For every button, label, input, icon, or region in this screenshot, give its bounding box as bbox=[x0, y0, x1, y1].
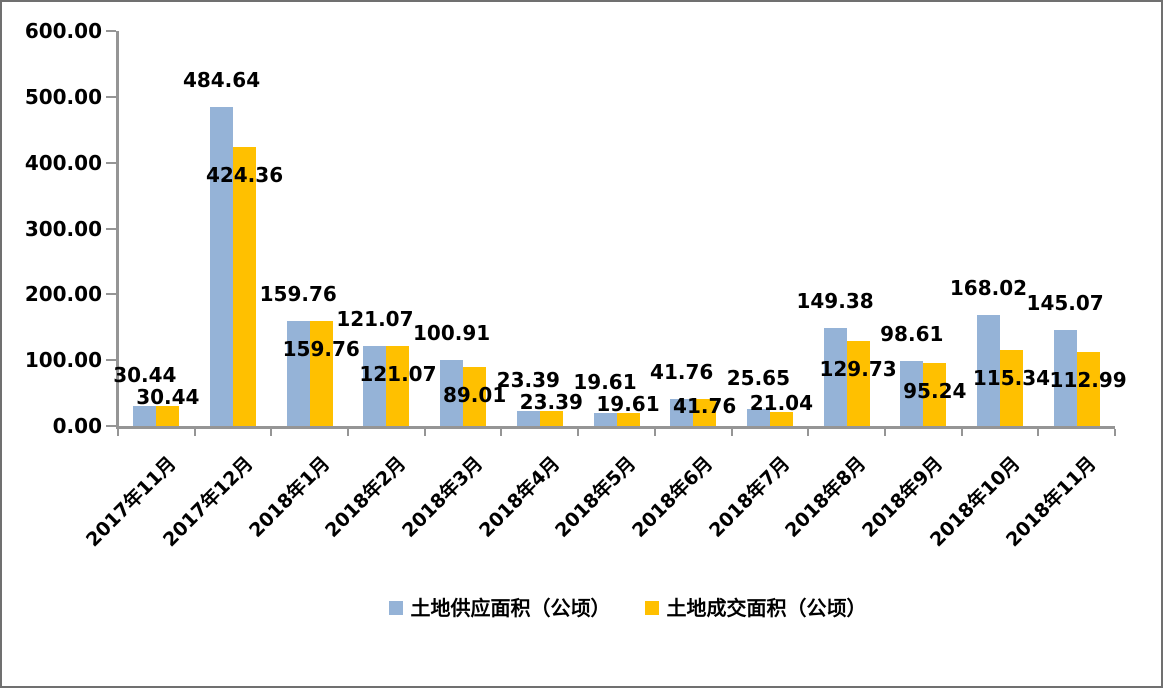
bar-transaction bbox=[463, 367, 487, 427]
x-axis-tick bbox=[270, 429, 273, 436]
y-axis-tick bbox=[106, 30, 116, 32]
data-label-supply: 30.44 bbox=[113, 362, 177, 387]
bar-transaction bbox=[693, 398, 717, 427]
bar-transaction bbox=[999, 350, 1023, 427]
bar-supply bbox=[516, 410, 540, 427]
data-label-transaction: 95.24 bbox=[903, 379, 967, 404]
data-label-transaction: 23.39 bbox=[519, 389, 583, 414]
x-axis-tick bbox=[577, 429, 580, 436]
bar-supply bbox=[670, 398, 694, 427]
data-label-supply: 168.02 bbox=[949, 276, 1028, 301]
data-label-supply: 41.76 bbox=[650, 359, 714, 384]
data-label-transaction: 21.04 bbox=[749, 391, 814, 416]
data-label-supply: 484.64 bbox=[182, 67, 261, 92]
bar-supply bbox=[593, 413, 617, 427]
bar-transaction bbox=[233, 146, 257, 427]
data-label-transaction: 30.44 bbox=[136, 384, 200, 409]
bar-supply bbox=[823, 327, 847, 427]
y-axis-tick-label: 100.00 bbox=[24, 348, 102, 373]
data-label-supply: 23.39 bbox=[496, 367, 560, 392]
legend-label-supply: 土地供应面积（公顷） bbox=[410, 596, 611, 620]
bar-transaction bbox=[309, 320, 333, 427]
y-axis-tick bbox=[106, 161, 116, 164]
data-label-transaction: 159.76 bbox=[282, 336, 360, 361]
y-axis-tick-label: 200.00 bbox=[24, 282, 102, 307]
bar-supply bbox=[133, 405, 157, 427]
x-axis-category-label: 2018年5月 bbox=[551, 452, 641, 542]
x-axis-category-label: 2018年2月 bbox=[321, 452, 411, 542]
data-label-transaction: 112.99 bbox=[1049, 367, 1127, 392]
bar-transaction bbox=[386, 346, 410, 427]
y-axis-tick bbox=[106, 359, 116, 362]
bar-transaction bbox=[539, 410, 563, 427]
legend-swatch-supply-icon bbox=[388, 601, 403, 615]
bar-transaction bbox=[1076, 351, 1100, 427]
x-axis-tick bbox=[423, 429, 426, 436]
legend-item-supply: 土地供应面积（公顷） bbox=[388, 596, 611, 620]
bar-supply bbox=[746, 409, 770, 427]
x-axis-tick bbox=[730, 429, 733, 436]
x-axis-category-label: 2018年3月 bbox=[398, 452, 488, 542]
legend-swatch-transaction-icon bbox=[644, 601, 659, 615]
x-axis-category-label: 2018年1月 bbox=[244, 452, 334, 542]
bar-transaction bbox=[156, 405, 180, 427]
legend: 土地供应面积（公顷） 土地成交面积（公顷） bbox=[48, 596, 1161, 620]
data-label-supply: 149.38 bbox=[796, 288, 874, 313]
bar-supply bbox=[363, 346, 387, 427]
x-axis-category-label: 2018年4月 bbox=[474, 452, 564, 542]
y-axis-tick bbox=[106, 95, 116, 98]
y-axis-tick bbox=[106, 293, 116, 296]
data-label-supply: 121.07 bbox=[336, 307, 414, 332]
data-label-supply: 145.07 bbox=[1026, 291, 1104, 316]
y-axis-tick bbox=[106, 425, 116, 427]
x-axis-tick bbox=[960, 429, 963, 436]
data-label-transaction: 115.34 bbox=[972, 366, 1051, 391]
x-axis-tick bbox=[1114, 429, 1116, 436]
bar-supply bbox=[210, 106, 234, 427]
legend-label-transaction: 土地成交面积（公顷） bbox=[666, 596, 867, 620]
x-axis-tick bbox=[347, 429, 350, 436]
x-axis-tick bbox=[883, 429, 886, 436]
x-axis-category-label: 2018年7月 bbox=[704, 452, 795, 542]
data-label-supply: 19.61 bbox=[573, 370, 637, 395]
bar-supply bbox=[440, 359, 464, 427]
x-axis-category-label: 2018年8月 bbox=[781, 452, 871, 542]
y-axis-tick-label: 400.00 bbox=[24, 150, 102, 175]
x-axis-line bbox=[116, 426, 1115, 429]
y-axis-tick-label: 600.00 bbox=[24, 19, 102, 43]
data-label-transaction: 89.01 bbox=[442, 383, 507, 408]
x-axis-tick bbox=[193, 429, 196, 436]
x-axis-tick bbox=[500, 429, 503, 436]
data-label-transaction: 129.73 bbox=[819, 356, 897, 381]
bar-supply bbox=[976, 315, 1000, 427]
bar-transaction bbox=[769, 412, 793, 427]
data-label-supply: 159.76 bbox=[259, 281, 337, 306]
x-axis-category-label: 2018年6月 bbox=[628, 452, 718, 542]
bar-supply bbox=[900, 361, 924, 427]
bar-supply bbox=[1053, 330, 1077, 427]
data-label-transaction: 41.76 bbox=[673, 393, 737, 418]
x-axis-tick bbox=[807, 429, 810, 436]
bar-transaction bbox=[616, 413, 640, 427]
data-label-transaction: 19.61 bbox=[596, 392, 660, 417]
data-label-transaction: 424.36 bbox=[205, 162, 284, 187]
x-axis-tick bbox=[117, 429, 119, 436]
data-label-supply: 98.61 bbox=[880, 322, 944, 347]
y-axis-tick-label: 500.00 bbox=[24, 84, 102, 109]
legend-item-transaction: 土地成交面积（公顷） bbox=[644, 596, 867, 620]
y-axis-line bbox=[116, 31, 119, 429]
y-axis-tick-label: 0.00 bbox=[52, 414, 102, 438]
bar-transaction bbox=[846, 340, 870, 427]
y-axis-tick bbox=[106, 227, 116, 230]
data-label-supply: 25.65 bbox=[726, 366, 791, 391]
data-label-transaction: 121.07 bbox=[359, 362, 437, 387]
bar-transaction bbox=[923, 363, 947, 427]
x-axis-tick bbox=[1037, 429, 1040, 436]
x-axis-tick bbox=[653, 429, 656, 436]
bar-supply bbox=[286, 320, 310, 427]
data-label-supply: 100.91 bbox=[413, 320, 491, 345]
y-axis-tick-label: 300.00 bbox=[24, 216, 102, 241]
